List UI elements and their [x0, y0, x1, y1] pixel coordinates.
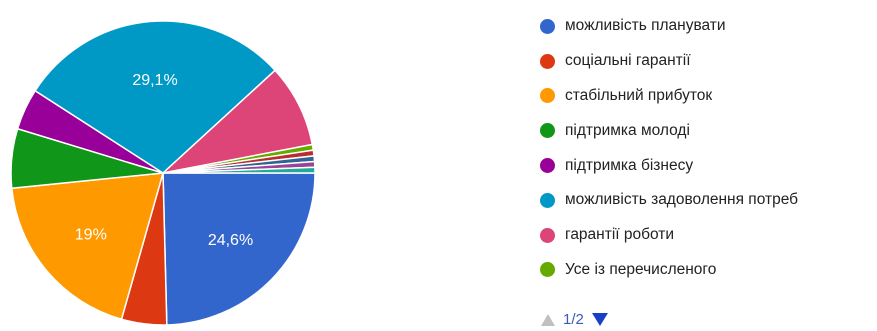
triangle-down-icon[interactable]	[591, 313, 608, 326]
pie-chart: 24,6% 19% 29,1%	[10, 20, 316, 326]
legend-label: гарантії роботи	[565, 226, 675, 244]
pie-slice[interactable]	[162, 166, 316, 174]
pie-slice[interactable]	[162, 172, 316, 326]
pie-slice[interactable]	[160, 69, 314, 175]
legend-color-dot	[540, 262, 555, 278]
legend-item[interactable]: стабільний прибуток	[540, 79, 798, 114]
legend-item[interactable]: підтримка бізнесу	[540, 148, 798, 183]
pie-slice[interactable]	[10, 172, 165, 321]
legend-color-dot	[540, 18, 555, 34]
legend-color-dot	[540, 53, 555, 69]
slice-value-label: 19%	[75, 227, 107, 244]
legend-label: можливість задоволення потреб	[565, 191, 799, 209]
legend-label: Усе із перечисленого	[565, 260, 717, 278]
legend-label: підтримка молоді	[565, 121, 690, 139]
legend-color-dot	[540, 88, 555, 104]
legend-item[interactable]: соціальні гарантії	[540, 44, 798, 79]
legend-pager: 1/2	[541, 311, 608, 328]
legend-item[interactable]: можливість задоволення потреб	[540, 183, 798, 218]
slice-value-label: 24,6%	[208, 232, 253, 249]
pie-slice[interactable]	[34, 20, 277, 174]
legend-item[interactable]: гарантії роботи	[540, 218, 798, 253]
legend-label: соціальні гарантії	[565, 52, 691, 70]
legend-item[interactable]: Усе із перечисленого	[540, 253, 798, 288]
legend-label: стабільний прибуток	[565, 86, 713, 104]
legend: можливість планувати соціальні гарантії …	[540, 9, 798, 287]
triangle-up-icon	[541, 313, 555, 326]
legend-color-dot	[540, 123, 555, 139]
legend-color-dot	[540, 192, 555, 208]
legend-item[interactable]: можливість планувати	[540, 9, 798, 44]
legend-label: підтримка бізнесу	[565, 156, 694, 174]
legend-color-dot	[540, 227, 555, 243]
slice-value-label: 29,1%	[132, 72, 177, 89]
page-indicator: 1/2	[563, 311, 584, 328]
legend-color-dot	[540, 158, 555, 174]
legend-label: можливість планувати	[565, 17, 726, 35]
legend-item[interactable]: підтримка молоді	[540, 113, 798, 148]
